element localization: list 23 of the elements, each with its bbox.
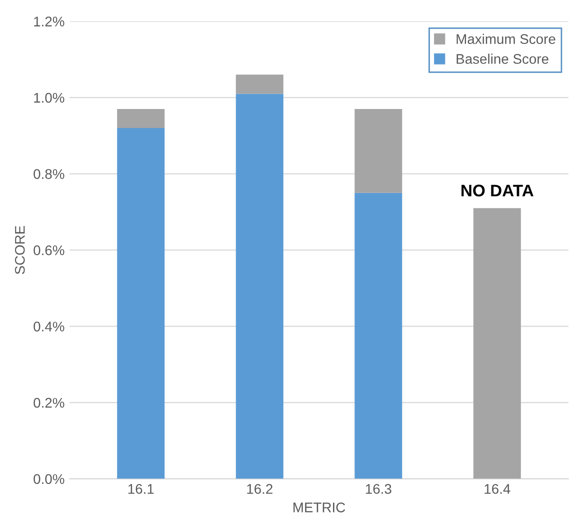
y-tick-label: 1.0%: [34, 92, 64, 103]
bar: [473, 208, 521, 479]
x-tick-label: 16.2: [247, 484, 272, 494]
y-tick-label: 0.8%: [34, 169, 64, 179]
y-tick-label: 0.2%: [34, 398, 64, 408]
bar: [236, 74, 284, 94]
bar: [117, 128, 165, 479]
x-tick-label: 16.3: [366, 484, 392, 494]
bar: [117, 108, 165, 128]
y-axis-title: SCORE: [14, 226, 25, 274]
bar: [354, 192, 402, 479]
y-tick-label: 0.4%: [34, 322, 64, 332]
bar: [354, 108, 402, 193]
y-tick-label: 1.2%: [34, 16, 64, 26]
y-tick-label: 0.6%: [34, 245, 64, 256]
x-tick-label: 16.1: [128, 484, 154, 494]
legend-label: Maximum Score: [456, 34, 556, 44]
x-tick-label: 16.4: [484, 484, 510, 494]
bar: [236, 94, 284, 479]
annotation: NO DATA: [462, 184, 534, 196]
x-axis-title: METRIC: [294, 502, 346, 512]
y-tick-label: 0.0%: [34, 474, 64, 484]
legend-label: Baseline Score: [456, 54, 548, 64]
